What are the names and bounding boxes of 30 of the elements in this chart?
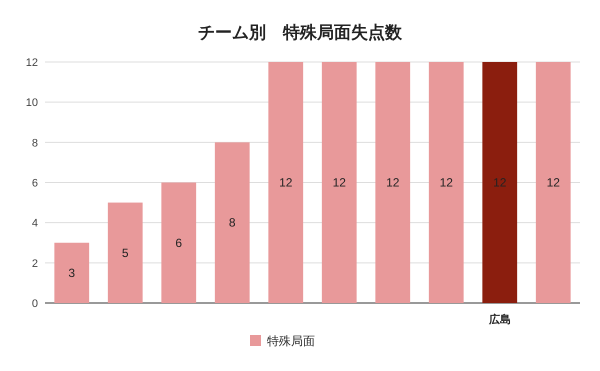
data-label: 12 (493, 176, 507, 190)
bar (54, 242, 90, 303)
data-label: 8 (228, 216, 236, 230)
data-label: 5 (122, 246, 129, 260)
data-label: 12 (440, 176, 454, 190)
y-tick-label: 10 (26, 97, 38, 110)
y-tick-label: 6 (32, 178, 38, 190)
data-label: 6 (175, 236, 182, 250)
bar (268, 62, 304, 303)
y-tick-label: 2 (32, 258, 38, 270)
bar (482, 62, 518, 303)
y-tick-label: 8 (32, 137, 38, 150)
bar (322, 62, 357, 303)
y-tick-label: 0 (32, 298, 38, 310)
legend-label: 特殊局面 (267, 334, 315, 348)
bar (375, 62, 410, 303)
chart-title: チーム別 特殊局面失点数 (198, 23, 403, 42)
y-tick-label: 4 (32, 218, 38, 230)
bar (428, 62, 464, 303)
data-label: 12 (386, 176, 400, 190)
bar (536, 62, 571, 303)
bar (214, 142, 250, 303)
bar (108, 202, 143, 303)
data-label: 12 (332, 176, 346, 190)
data-label: 3 (68, 266, 76, 280)
data-label: 12 (546, 176, 560, 190)
data-label: 12 (279, 176, 293, 190)
bar (161, 182, 196, 303)
x-tick-label: 広島 (488, 313, 511, 326)
y-tick-label: 12 (26, 57, 38, 69)
